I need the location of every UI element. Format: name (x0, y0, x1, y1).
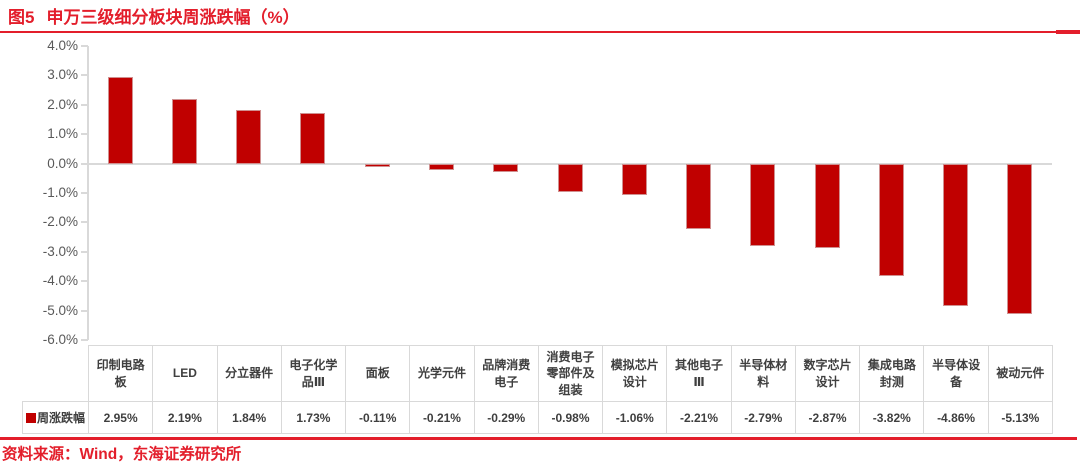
category-label: 数字芯片设计 (794, 345, 861, 402)
y-tick-mark (81, 162, 88, 165)
y-tick-label: -4.0% (42, 273, 78, 289)
y-tick-mark (81, 133, 88, 136)
bar-被动元件 (1007, 163, 1033, 315)
value-cell: -2.87% (794, 401, 861, 434)
y-tick-label: 2.0% (47, 96, 78, 112)
category-label: LED (152, 345, 218, 402)
y-tick-label: 1.0% (47, 126, 78, 142)
bar-集成电路封测 (878, 163, 904, 276)
legend-cell: 周涨跌幅 (22, 401, 89, 434)
value-cell: -3.82% (859, 401, 925, 434)
y-tick-mark (81, 192, 88, 194)
value-cell: -2.79% (730, 401, 796, 434)
value-cell: 1.73% (280, 401, 347, 434)
legend-label: 周涨跌幅 (37, 411, 86, 425)
value-row: 周涨跌幅 2.95% 2.19% 1.84% 1.73% -0.11% -0.21% -0.… (22, 401, 1053, 434)
bar-chart: 4.0% 3.0% 2.0% 1.0% 0.0% -1.0% -2.0% -3.0% -4.0%… (0, 38, 1080, 347)
value-cell: -4.86% (923, 401, 989, 434)
figure-title-text: 申万三级细分板块周涨跌幅（%） (46, 8, 300, 27)
title-rule-tab (1056, 30, 1080, 34)
title-rule (0, 31, 1080, 33)
category-label: 半导体材料 (730, 345, 796, 402)
value-cell: 2.19% (152, 401, 218, 434)
value-cell: -2.21% (666, 401, 732, 434)
category-label: 模拟芯片设计 (602, 345, 668, 402)
footer-rule (0, 437, 1077, 440)
y-tick-label: -5.0% (42, 302, 78, 318)
table-corner-cell (23, 346, 89, 402)
y-tick-label: -2.0% (42, 214, 78, 230)
y-tick-mark (81, 45, 88, 47)
value-cell: -0.21% (409, 401, 475, 434)
bar-模拟芯片设计 (621, 163, 647, 195)
y-tick-mark (81, 103, 88, 106)
category-label: 消费电子零部件及组装 (537, 345, 604, 402)
bar-半导体材料 (750, 163, 776, 246)
y-tick-label: -6.0% (42, 332, 78, 347)
bar-光学元件 (428, 163, 454, 170)
category-label: 被动元件 (987, 345, 1053, 402)
y-tick-mark (81, 221, 88, 224)
category-label: 集成电路封测 (859, 345, 925, 402)
category-label: 光学元件 (409, 345, 475, 402)
y-tick-label: -1.0% (42, 185, 78, 200)
bar-印制电路板 (107, 76, 133, 164)
bar-消费电子零部件及组装 (557, 163, 583, 193)
category-label: 品牌消费电子 (473, 345, 539, 402)
category-label: 分立器件 (216, 345, 282, 402)
data-table: 印制电路板 LED 分立器件 电子化学品Ⅲ 面板 光学元件 品牌消费电子 消费电子零部件及组装… (22, 345, 1053, 434)
bar-品牌消费电子 (493, 163, 519, 173)
plot-area (88, 46, 1052, 340)
y-axis-line (87, 46, 89, 340)
y-tick-label: 4.0% (47, 38, 78, 53)
y-tick-mark (81, 339, 88, 341)
category-label: 电子化学品Ⅲ (280, 345, 347, 402)
y-tick-label: 0.0% (47, 155, 78, 171)
source-note: 资料来源：Wind，东海证券研究所 (2, 446, 242, 463)
category-label: 印制电路板 (87, 345, 154, 402)
category-label: 面板 (345, 345, 411, 402)
bar-其他电子Ⅲ (686, 163, 712, 229)
y-tick-label: 3.0% (47, 67, 78, 83)
y-tick-mark (81, 74, 88, 77)
y-tick-label: -3.0% (42, 243, 78, 259)
value-cell: 1.84% (216, 401, 282, 434)
category-header-row: 印制电路板 LED 分立器件 电子化学品Ⅲ 面板 光学元件 品牌消费电子 消费电子零部件及组装… (23, 345, 1053, 402)
red-square-icon (26, 413, 36, 423)
value-cell: -1.06% (602, 401, 668, 434)
bar-面板 (364, 163, 390, 167)
category-label: 其他电子Ⅲ (666, 345, 732, 402)
bar-电子化学品Ⅲ (300, 112, 326, 164)
bar-LED (171, 99, 197, 164)
figure-number: 图5 (8, 8, 35, 27)
value-cell: 2.95% (87, 401, 154, 434)
bar-半导体设备 (943, 163, 969, 307)
bar-分立器件 (236, 109, 262, 164)
category-label: 半导体设备 (923, 345, 989, 402)
value-cell: -0.98% (537, 401, 604, 434)
y-tick-mark (81, 280, 88, 283)
value-cell: -0.29% (473, 401, 539, 434)
y-tick-mark (81, 250, 88, 253)
figure-title: 图5 申万三级细分板块周涨跌幅（%） (8, 6, 300, 30)
value-cell: -0.11% (345, 401, 411, 434)
value-cell: -5.13% (987, 401, 1053, 434)
bar-数字芯片设计 (814, 163, 840, 248)
y-tick-mark (81, 309, 88, 312)
